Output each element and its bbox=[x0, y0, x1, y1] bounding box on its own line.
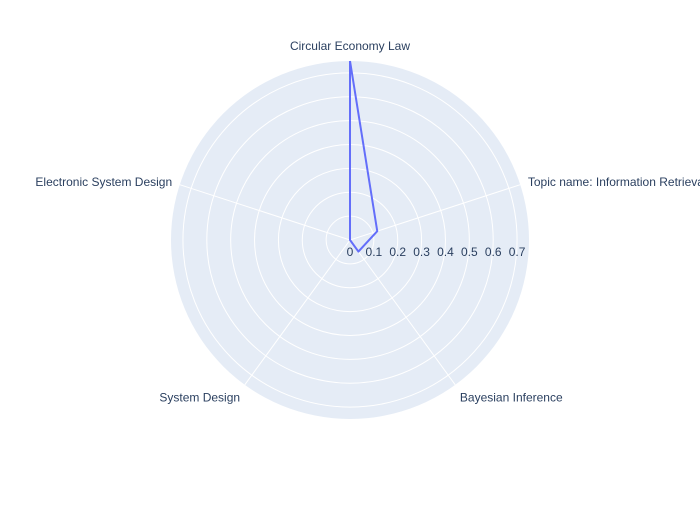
radial-tick-label: 0.5 bbox=[461, 245, 478, 259]
angular-tick-labels: Circular Economy Law Topic name: Informat… bbox=[35, 39, 700, 404]
category-label: Bayesian Inference bbox=[460, 390, 563, 404]
radial-tick-label: 0.1 bbox=[366, 245, 383, 259]
angular-grid-line bbox=[349, 239, 456, 386]
category-label: Electronic System Design bbox=[35, 175, 172, 189]
series-line[interactable] bbox=[349, 60, 379, 253]
radial-tick-label: 0.6 bbox=[485, 245, 502, 259]
radial-tick-labels: 0 0.1 0.2 0.3 0.4 0.5 0.6 0.7 bbox=[347, 245, 526, 259]
radial-tick-label: 0.3 bbox=[413, 245, 430, 259]
radial-tick-label: 0.7 bbox=[509, 245, 526, 259]
angular-grid-line bbox=[244, 239, 351, 386]
angular-grid-line bbox=[349, 184, 521, 241]
category-label: System Design bbox=[159, 390, 240, 404]
radial-tick-label: 0.4 bbox=[437, 245, 454, 259]
radial-tick-label: 0 bbox=[347, 245, 354, 259]
series-layer bbox=[349, 60, 379, 253]
category-label: Topic name: Information Retrieval bbox=[528, 175, 700, 189]
radial-tick-label: 0.2 bbox=[389, 245, 406, 259]
category-label: Circular Economy Law bbox=[290, 39, 410, 53]
angular-grid-line bbox=[179, 184, 351, 241]
